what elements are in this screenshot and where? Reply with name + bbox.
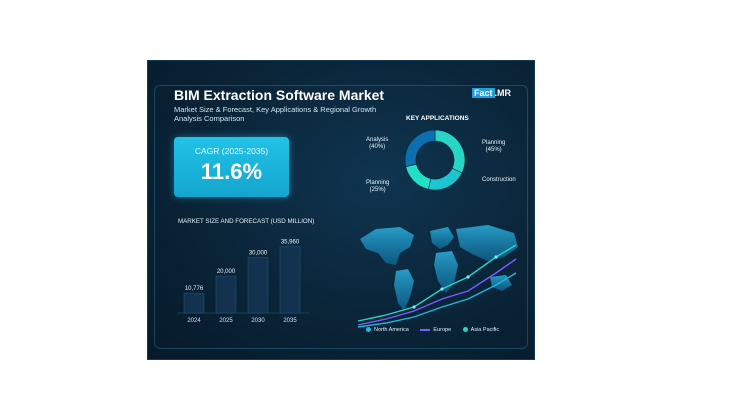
bar-2035 (279, 246, 301, 314)
bar-chart-title: MARKET SIZE AND FORECAST (USD MILLION) (178, 218, 315, 225)
donut-slice-2 (405, 163, 432, 190)
x-tick-label-2024: 2024 (187, 318, 201, 324)
donut-slice-1 (427, 167, 463, 191)
x-tick-label-2035: 2035 (283, 318, 297, 324)
app-label-analysis-name: Analysis (366, 137, 389, 143)
donut-chart-title: KEY APPLICATIONS (406, 115, 469, 122)
logo-fact: Fact (472, 88, 495, 98)
donut-slice-3 (404, 129, 436, 168)
bar-2025 (215, 275, 237, 314)
legend-north-america: North America (366, 327, 409, 333)
map-legend: North America Europe Asia Pacific (366, 327, 509, 333)
infographic-card: BIM Extraction Software Market Market Si… (147, 60, 535, 360)
bar-value-label-2035: 35,960 (281, 239, 300, 245)
legend-dot-icon (462, 327, 468, 333)
card-frame (154, 85, 528, 349)
brand-logo: Fact .MR (472, 88, 511, 98)
legend-europe: Europe (420, 327, 451, 333)
bar-value-label-2030: 30,000 (249, 251, 268, 257)
legend-asia-pacific-label: Asia Pacific (470, 327, 500, 333)
legend-north-america-label: North America (374, 327, 409, 333)
bar-chart: 10,776 2024 20,000 2025 30,000 2030 35,960 2035 (178, 239, 310, 324)
cagr-box: CAGR (2025-2035) 11.6% (174, 137, 289, 197)
legend-asia-pacific: Asia Pacific (462, 327, 500, 333)
app-label-planning-45-pct: (45%) (485, 147, 502, 153)
app-label-planning-45-name: Planning (482, 140, 506, 146)
app-label-analysis: Analysis (40%) (366, 137, 388, 151)
app-label-planning-25-pct: (25%) (369, 187, 386, 193)
donut-chart (404, 129, 466, 191)
page-title: BIM Extraction Software Market (174, 87, 385, 103)
donut-slice-0 (434, 129, 466, 174)
app-label-construction-name: Construction (482, 177, 516, 183)
logo-mr: .MR (494, 88, 512, 98)
x-tick-label-2025: 2025 (219, 318, 233, 324)
bar-2024 (183, 292, 205, 314)
page-subtitle: Market Size & Forecast, Key Applications… (174, 105, 377, 123)
legend-dot-icon (366, 327, 371, 333)
world-map (360, 225, 518, 311)
bar-value-label-2025: 20,000 (217, 269, 236, 275)
bar-2030 (247, 257, 269, 314)
world-map-growth-graphic (357, 225, 518, 328)
app-label-planning-45: Planning (45%) (482, 140, 505, 154)
app-label-planning-25: Planning (25%) (366, 180, 389, 194)
cagr-value: 11.6% (200, 159, 263, 184)
legend-line-icon (420, 328, 431, 331)
legend-europe-label: Europe (433, 327, 452, 333)
app-label-analysis-pct: (40%) (369, 144, 386, 150)
app-label-planning-25-name: Planning (366, 180, 390, 186)
growth-points (412, 255, 498, 309)
app-label-construction: Construction (482, 177, 516, 184)
x-tick-label-2030: 2030 (251, 318, 265, 324)
cagr-label: CAGR (2025-2035) (194, 146, 269, 156)
bar-value-label-2024: 10,776 (185, 286, 204, 292)
